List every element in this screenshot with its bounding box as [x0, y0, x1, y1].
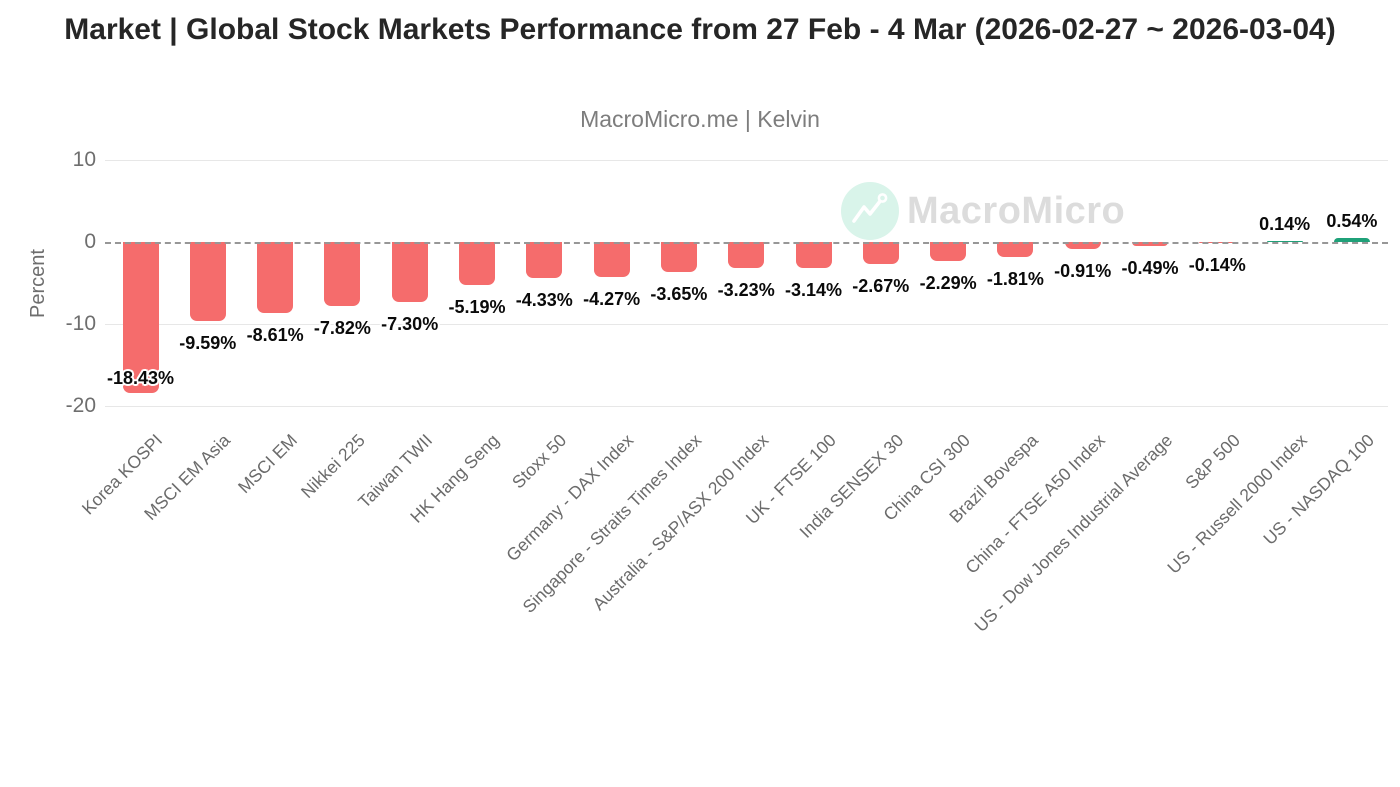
bar-india-sensex-30	[862, 242, 899, 264]
bar-china-csi-300	[930, 242, 967, 261]
bar-singapore-straits-times-index	[660, 242, 697, 272]
bar-value-label: -5.19%	[448, 296, 506, 317]
bar-korea-kospi	[122, 242, 159, 394]
y-axis-title: Percent	[26, 248, 49, 318]
bar-value-label: -7.30%	[381, 313, 439, 334]
bar-value-label: -1.81%	[986, 268, 1044, 289]
bar-value-label: -0.14%	[1188, 255, 1246, 276]
bar-china-ftse-a50-index	[1064, 242, 1101, 250]
bar-value-label: -9.59%	[179, 332, 237, 353]
chart-subtitle: MacroMicro.me | Kelvin	[580, 106, 820, 132]
bar-value-label: -7.82%	[313, 318, 371, 339]
chart-title: Market | Global Stock Markets Performanc…	[64, 13, 1336, 46]
y-tick-label: -20	[65, 394, 96, 417]
line-chart-icon	[841, 182, 899, 240]
bar-value-label: -4.27%	[583, 289, 641, 309]
bar-msci-em	[257, 242, 294, 313]
watermark: MacroMicro	[840, 181, 1125, 241]
bar-value-label: -18.43%	[106, 368, 175, 389]
gridline	[105, 406, 1388, 407]
watermark-text: MacroMicro	[907, 189, 1126, 232]
bar-brazil-bovespa	[997, 242, 1034, 257]
bar-value-label: -0.91%	[1054, 261, 1112, 282]
y-tick-label: 0	[84, 230, 96, 253]
bar-nikkei-225	[324, 242, 361, 307]
bar-germany-dax-index	[593, 242, 630, 277]
bar-stoxx-50	[526, 242, 563, 278]
plot-area: -18.43% Korea KOSPI -9.59% MSCI EM Asia -8.6…	[78, 160, 1388, 636]
y-tick-label: -10	[65, 312, 96, 335]
bar-value-label: -2.67%	[852, 275, 910, 296]
bar-msci-em-asia	[189, 242, 226, 321]
y-tick-label: 10	[72, 148, 96, 171]
bar-uk-ftse-100	[795, 242, 832, 268]
bar-value-label: -2.29%	[919, 272, 977, 293]
bar-value-label: -4.33%	[515, 289, 573, 310]
bar-value-label: -0.49%	[1121, 258, 1179, 279]
bar-value-label: -3.65%	[650, 283, 708, 304]
bar-value-label: -3.14%	[784, 279, 843, 300]
gridline	[105, 160, 1388, 161]
bar-australia-s-p-asx-200-index	[728, 242, 765, 269]
bar-value-label: 0.54%	[1326, 210, 1378, 231]
bar-value-label: -8.61%	[246, 324, 304, 345]
bar-taiwan-twii	[391, 242, 428, 302]
zero-baseline	[105, 242, 1388, 244]
bar-us-nasdaq-100	[1333, 237, 1370, 242]
bar-us-dow-jones-industrial-average	[1132, 242, 1168, 247]
gridline	[105, 324, 1388, 325]
bar-value-label: 0.14%	[1259, 213, 1311, 234]
bar-hk-hang-seng	[459, 242, 495, 285]
bar-value-label: -3.23%	[717, 280, 775, 301]
bar-us-russell-2000-index	[1266, 240, 1303, 242]
